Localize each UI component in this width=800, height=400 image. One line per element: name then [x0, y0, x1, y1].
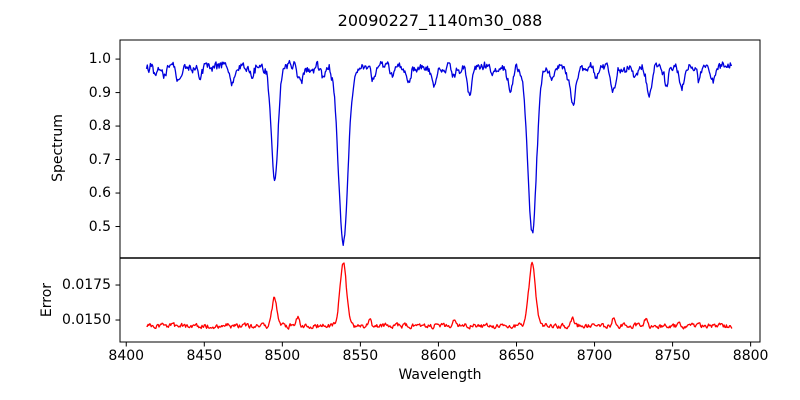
spectrum-line — [145, 59, 733, 247]
error-line — [146, 261, 733, 330]
error-y-axis-label: Error — [39, 282, 55, 318]
error-panel-border — [119, 257, 761, 343]
chart-title: 20090227_1140m30_088 — [337, 11, 543, 30]
spectrum-y-axis-label: Spectrum — [50, 114, 66, 182]
x-axis-label: Wavelength — [398, 367, 482, 383]
